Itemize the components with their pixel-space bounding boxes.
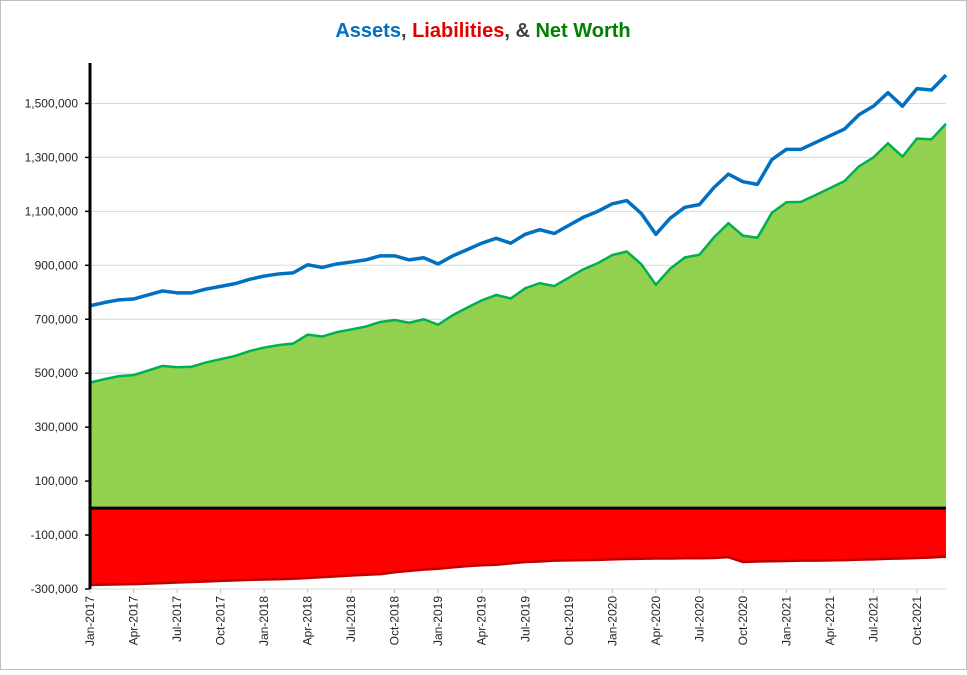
x-tick-label: Jan-2019	[431, 596, 445, 646]
x-tick-label: Jul-2018	[344, 596, 358, 642]
area	[90, 508, 946, 585]
x-tick-label: Apr-2018	[301, 596, 315, 646]
y-tick-label: 1,300,000	[25, 150, 79, 164]
y-tick-label: -300,000	[31, 582, 79, 596]
x-tick-label: Jan-2018	[257, 596, 271, 646]
x-tick-label: Apr-2017	[127, 596, 141, 646]
x-tick-label: Jan-2020	[605, 596, 619, 646]
x-tick-label: Oct-2020	[736, 596, 750, 646]
line	[89, 73, 948, 308]
x-tick-label: Jul-2019	[518, 596, 532, 642]
area-edge	[89, 555, 947, 587]
y-tick-label: 500,000	[35, 366, 79, 380]
x-tick-label: Apr-2020	[649, 596, 663, 646]
chart-title: Assets, Liabilities, & Net Worth	[335, 20, 630, 42]
x-tick-label: Jul-2021	[866, 596, 880, 642]
x-tick-label: Jul-2017	[170, 596, 184, 642]
x-tick-label: Jan-2021	[779, 596, 793, 646]
title-segment: Liabilities	[412, 20, 504, 42]
area-edge	[89, 122, 947, 384]
x-tick-label: Oct-2021	[910, 596, 924, 646]
y-tick-label: 700,000	[35, 312, 79, 326]
area	[90, 123, 946, 509]
x-tick-label: Oct-2018	[388, 596, 402, 646]
y-tick-label: 1,500,000	[25, 96, 79, 110]
y-tick-label: 900,000	[35, 258, 79, 272]
title-segment: Net Worth	[535, 20, 630, 42]
title-segment: , &	[504, 20, 535, 42]
x-tick-label: Oct-2017	[214, 596, 228, 646]
y-tick-label: 1,100,000	[25, 204, 79, 218]
x-tick-label: Oct-2019	[562, 596, 576, 646]
x-tick-label: Apr-2019	[475, 596, 489, 646]
x-tick-label: Jul-2020	[692, 596, 706, 642]
title-segment: Assets	[335, 20, 401, 42]
title-segment: ,	[401, 20, 412, 42]
x-tick-label: Apr-2021	[823, 596, 837, 646]
y-tick-label: -100,000	[31, 528, 79, 542]
x-tick-label: Jan-2017	[83, 596, 97, 646]
y-tick-label: 100,000	[35, 474, 79, 488]
y-tick-label: 300,000	[35, 420, 79, 434]
